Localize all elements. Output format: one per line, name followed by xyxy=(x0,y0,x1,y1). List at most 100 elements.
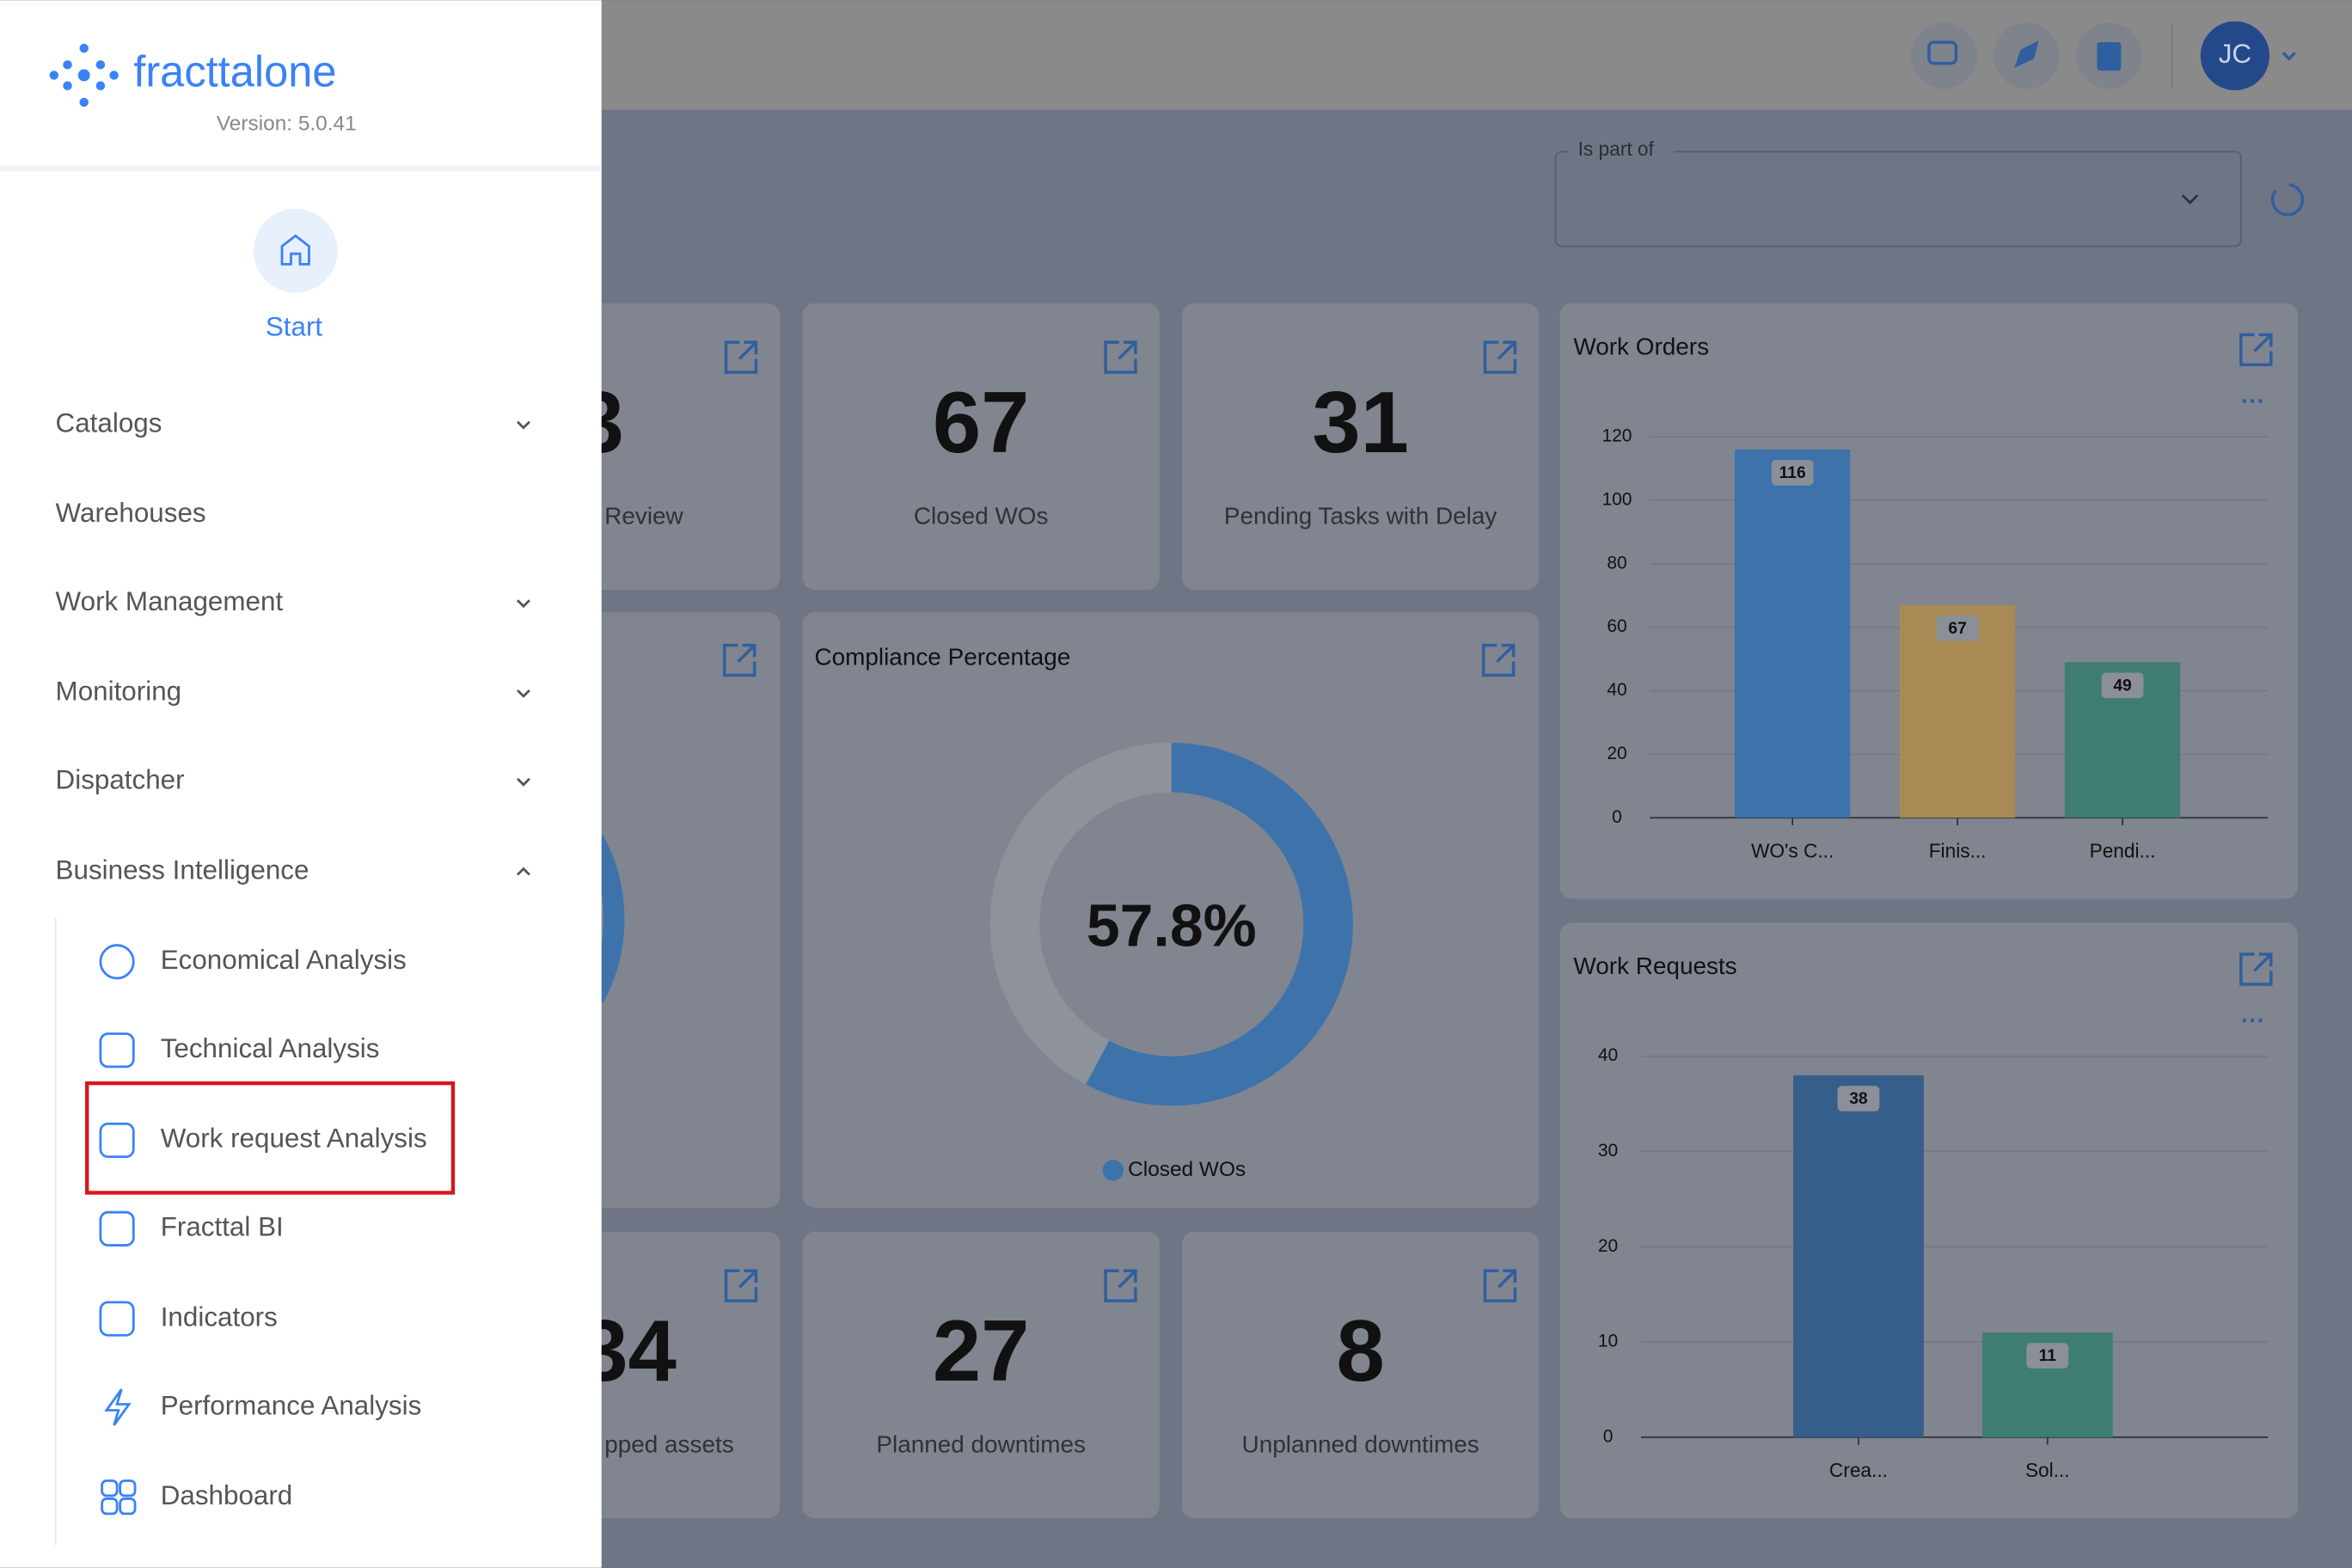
value-badge xyxy=(1936,616,1979,641)
version: Version: 5.0.41 xyxy=(217,113,357,136)
chat-button[interactable] xyxy=(1911,22,1977,89)
value-badge xyxy=(2026,1343,2069,1369)
avatar[interactable] xyxy=(2200,21,2270,90)
menu-item[interactable]: Catalogs xyxy=(56,407,162,438)
y-tick-label: 100 xyxy=(1602,489,1632,509)
book-icon xyxy=(2097,42,2122,71)
menu-chevron[interactable] xyxy=(517,599,530,609)
filter-label: Is part of xyxy=(1578,138,1655,160)
open-link-icon[interactable] xyxy=(2239,952,2273,986)
y-tick-label: 40 xyxy=(1598,1045,1618,1065)
y-tick-label: 30 xyxy=(1598,1141,1618,1161)
more-menu[interactable]: ··· xyxy=(2241,387,2265,413)
submenu-item[interactable]: Dashboard xyxy=(161,1480,293,1510)
kpi-label: Pending Tasks with Delay xyxy=(1224,503,1498,530)
submenu-icon xyxy=(104,1388,132,1426)
card xyxy=(1559,922,2299,1519)
open-link-icon[interactable] xyxy=(724,340,758,374)
open-link-icon[interactable] xyxy=(1481,643,1516,677)
menu-chevron[interactable] xyxy=(517,777,530,787)
open-link-icon[interactable] xyxy=(1104,340,1137,374)
x-tick-label: Finis... xyxy=(1929,839,1987,861)
submenu-item[interactable]: Performance Analysis xyxy=(161,1390,422,1420)
menu-item[interactable]: Work Management xyxy=(56,586,284,616)
submenu-icon xyxy=(99,944,135,980)
value-label: 49 xyxy=(2113,677,2131,695)
header-actions: JC xyxy=(1911,21,2296,90)
card xyxy=(1181,303,1540,591)
submenu-item[interactable]: Fracttal BI xyxy=(161,1212,284,1242)
rocket-icon xyxy=(2014,40,2039,68)
card xyxy=(570,612,781,1208)
x-tick-label: Crea... xyxy=(1829,1459,1888,1481)
open-link-icon[interactable] xyxy=(724,1269,758,1302)
submenu-icon xyxy=(101,1479,119,1498)
kpi-label: Closed WOs xyxy=(914,503,1049,530)
partial-donut xyxy=(585,835,625,1003)
filter-select[interactable] xyxy=(1554,150,2242,248)
submenu-icon xyxy=(101,1498,119,1516)
open-link-icon[interactable] xyxy=(723,643,756,677)
menu-chevron[interactable] xyxy=(517,689,530,698)
card xyxy=(802,612,1540,1208)
submenu-item[interactable]: Technical Analysis xyxy=(161,1033,380,1063)
kpi-label: Planned downtimes xyxy=(876,1431,1086,1458)
submenu-icon xyxy=(99,1122,135,1159)
logo-mark xyxy=(49,43,119,107)
menu-item[interactable]: Dispatcher xyxy=(56,765,185,795)
y-tick-label: 20 xyxy=(1598,1236,1618,1256)
kpi-value: 27 xyxy=(933,1302,1030,1400)
filter: Is part of xyxy=(1554,138,2305,248)
more-menu[interactable]: ··· xyxy=(2241,1007,2265,1033)
card-title: Work Requests xyxy=(1573,952,1736,979)
value-badge xyxy=(1771,460,1814,486)
open-link-icon[interactable] xyxy=(1104,1269,1137,1302)
submenu-icon xyxy=(119,1479,137,1498)
bar[interactable] xyxy=(1793,1075,1924,1437)
value-label: 38 xyxy=(1849,1090,1868,1108)
label-gap xyxy=(1569,138,1675,162)
menu-chevron[interactable] xyxy=(517,867,530,876)
y-tick-label: 80 xyxy=(1607,553,1626,573)
submenu-item[interactable]: Economical Analysis xyxy=(161,945,407,975)
submenu-item[interactable]: Work request Analysis xyxy=(161,1124,427,1154)
menu-chevron[interactable] xyxy=(517,420,530,430)
card xyxy=(570,303,781,591)
y-tick-label: 20 xyxy=(1607,744,1626,763)
card xyxy=(1181,1231,1540,1519)
refresh-icon[interactable] xyxy=(2270,183,2305,217)
start-button[interactable] xyxy=(253,208,338,293)
kpi-value: 67 xyxy=(933,374,1030,471)
card-title: Compliance Percentage xyxy=(814,644,1070,671)
kpi-label: Review xyxy=(604,503,683,530)
select-chevron xyxy=(2181,194,2199,205)
open-link-icon[interactable] xyxy=(2239,333,2273,367)
legend-label[interactable]: Closed WOs xyxy=(1128,1158,1246,1181)
logo-shadow xyxy=(0,165,602,172)
legend-dot xyxy=(1102,1160,1124,1181)
menu-item[interactable]: Business Intelligence xyxy=(56,854,309,885)
chat-icon xyxy=(1927,40,1958,65)
open-link-icon[interactable] xyxy=(1483,340,1517,374)
kpi-label: pped assets xyxy=(604,1431,734,1458)
card xyxy=(802,1231,1160,1519)
y-tick-label: 60 xyxy=(1607,616,1626,636)
submenu-icon xyxy=(99,1032,135,1069)
home-icon xyxy=(280,234,310,266)
avatar-initials: JC xyxy=(2219,39,2251,69)
menu-item[interactable]: Monitoring xyxy=(56,677,182,707)
submenu-icon xyxy=(119,1498,137,1516)
submenu-icon xyxy=(99,1301,135,1337)
submenu-item[interactable]: Indicators xyxy=(161,1302,278,1332)
menu-item[interactable]: Warehouses xyxy=(56,498,206,528)
x-tick-label: WO's C... xyxy=(1751,839,1834,861)
card-title: Work Orders xyxy=(1573,333,1709,359)
card xyxy=(570,1231,781,1519)
highlight-box xyxy=(85,1081,456,1195)
open-link-icon[interactable] xyxy=(1483,1269,1517,1302)
value-label: 116 xyxy=(1779,464,1806,482)
start-label[interactable]: Start xyxy=(266,312,323,342)
avatar-chevron[interactable] xyxy=(2282,52,2296,61)
bar[interactable] xyxy=(1734,449,1851,818)
